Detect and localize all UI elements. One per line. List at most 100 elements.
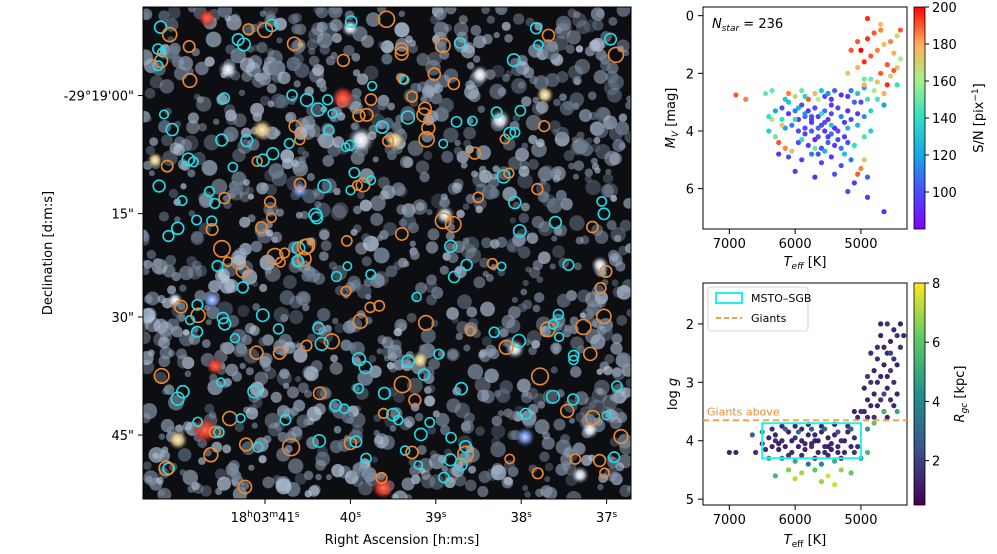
giant-marker (575, 318, 592, 336)
msto-sgb-marker (552, 308, 565, 321)
background-star (226, 15, 242, 31)
background-star (552, 245, 565, 259)
kiel-point (815, 449, 821, 456)
msto-sgb-marker (176, 384, 190, 399)
background-star (486, 15, 495, 24)
cmd-point (818, 111, 825, 117)
background-star (191, 230, 204, 243)
msto-sgb-marker (459, 439, 473, 454)
background-star (275, 208, 285, 217)
background-star (188, 210, 196, 217)
msto-sgb-marker (386, 407, 400, 422)
kiel-point (881, 391, 887, 397)
colorbar-tick-label: 2 (932, 455, 940, 470)
background-star (482, 184, 498, 200)
background-star (456, 209, 465, 219)
background-star (436, 13, 444, 21)
msto-sgb-marker (184, 314, 196, 326)
kiel-point (864, 414, 871, 420)
colorbar-tick-label: 8 (932, 277, 940, 292)
msto-sgb-marker (443, 239, 458, 254)
kiel-point (848, 426, 854, 432)
msto-sgb-marker (545, 389, 561, 404)
background-star (599, 54, 611, 65)
background-star (578, 108, 592, 123)
background-star (439, 265, 449, 275)
giant-marker (444, 215, 462, 233)
cmd-point (766, 128, 772, 134)
msto-sgb-marker (399, 445, 411, 456)
cmd-point (812, 90, 818, 97)
background-star (143, 267, 150, 276)
background-star (470, 24, 482, 36)
cmd-point (808, 128, 815, 134)
background-star (322, 155, 335, 167)
cmd-point (802, 131, 808, 137)
background-star (478, 351, 486, 359)
background-star (580, 406, 591, 418)
giant-marker (503, 167, 515, 179)
cmd-point (845, 93, 851, 99)
background-star (333, 425, 342, 434)
background-star (489, 239, 500, 249)
cmd-point (878, 21, 884, 27)
giant-marker (293, 177, 307, 191)
kiel-point (894, 391, 900, 397)
background-star (329, 361, 343, 375)
background-star (283, 341, 296, 354)
background-star (202, 339, 211, 348)
background-star (445, 231, 455, 241)
background-star (575, 236, 584, 245)
kiel-point (825, 435, 831, 441)
cmd-point (845, 108, 851, 114)
background-star (472, 171, 489, 188)
background-star (256, 42, 268, 54)
background-star (374, 435, 384, 445)
background-star (497, 410, 505, 417)
background-star (610, 342, 623, 355)
rgc-colorbar-ticks: 2 4 6 8 (925, 277, 940, 470)
background-star (607, 87, 622, 103)
background-star (241, 269, 258, 285)
background-star (463, 126, 476, 140)
giant-marker (263, 195, 277, 209)
cmd-point (828, 111, 834, 117)
cmd-point (894, 64, 900, 71)
background-star (518, 165, 530, 177)
background-star (385, 265, 398, 278)
background-star (625, 378, 631, 388)
background-star (284, 431, 297, 444)
msto-sgb-marker (453, 36, 466, 49)
background-star (243, 406, 251, 414)
cmd-point (812, 145, 818, 151)
background-star (485, 273, 494, 282)
kiel-point (841, 449, 848, 456)
cmd-point (795, 128, 802, 134)
cmd-point (762, 90, 769, 97)
msto-sgb-marker (158, 109, 170, 120)
background-star (271, 236, 279, 244)
background-star (603, 80, 619, 96)
msto-sgb-marker (279, 413, 292, 426)
cmd-point (812, 105, 818, 111)
giant-marker (182, 39, 196, 53)
giant-marker (394, 46, 409, 61)
background-star (305, 371, 315, 380)
kiel-point (855, 443, 861, 450)
background-star (455, 332, 463, 341)
giant-marker (212, 239, 231, 258)
background-star (370, 273, 385, 289)
cmd-point (848, 88, 854, 94)
background-star (553, 418, 566, 431)
background-star (158, 336, 171, 349)
background-star (376, 234, 384, 242)
cmd-point (789, 122, 795, 128)
background-star (451, 182, 463, 194)
background-star (264, 367, 277, 380)
background-star (588, 399, 605, 416)
background-star (590, 157, 598, 165)
image-xtick-label: 18h03m41s (231, 510, 300, 526)
background-star (477, 105, 486, 113)
background-star (282, 275, 297, 289)
background-star (157, 489, 165, 497)
